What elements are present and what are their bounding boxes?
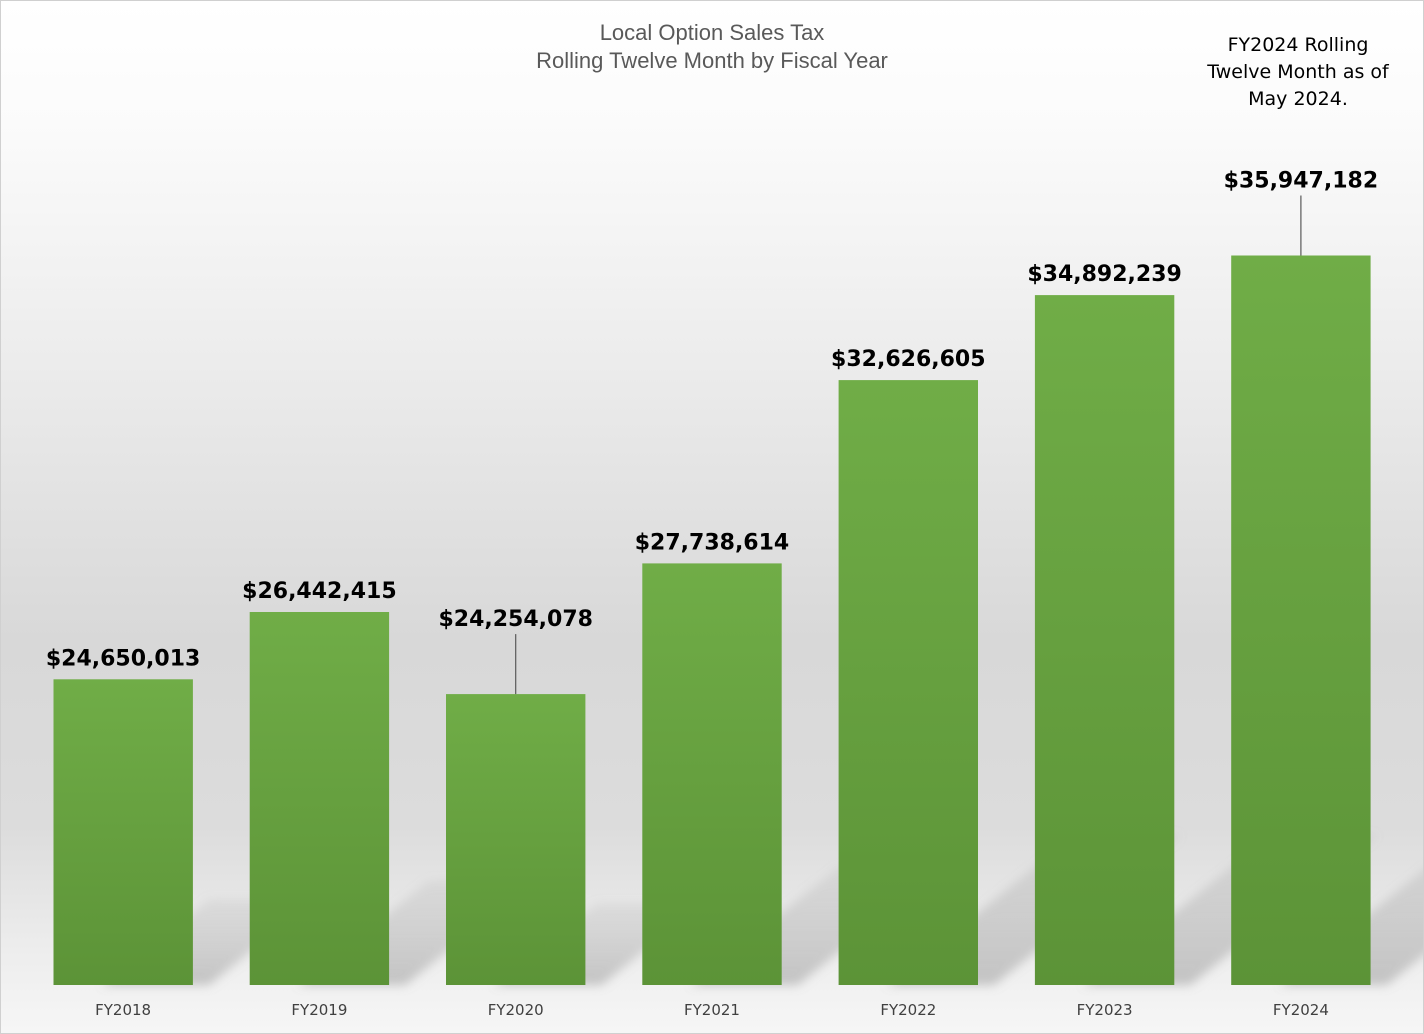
x-axis-ticks: FY2018 FY2019 FY2020 FY2021 FY2022 FY2023 FY20… <box>95 1001 1329 1019</box>
x-tick-fy2023: FY2023 <box>1077 1001 1133 1019</box>
x-tick-fy2022: FY2022 <box>880 1001 936 1019</box>
annotation-line-3: May 2024. <box>1248 88 1348 110</box>
x-tick-fy2021: FY2021 <box>684 1001 740 1019</box>
chart-title: Local Option Sales Tax <box>600 20 825 45</box>
leader-lines <box>515 195 1302 695</box>
data-label-fy2023: $34,892,239 <box>1027 262 1181 287</box>
bar-fy2018 <box>53 679 193 985</box>
x-tick-fy2024: FY2024 <box>1273 1001 1329 1019</box>
data-label-fy2021: $27,738,614 <box>635 530 789 555</box>
bar-fy2020 <box>446 694 586 985</box>
bar-fy2022 <box>838 380 978 986</box>
data-labels: $24,650,013 $26,442,415 $24,254,078 $27,738… <box>46 169 1378 672</box>
data-label-fy2022: $32,626,605 <box>831 347 985 372</box>
bar-fy2021 <box>642 563 782 985</box>
annotation-line-1: FY2024 Rolling <box>1228 34 1369 56</box>
x-tick-fy2020: FY2020 <box>488 1001 544 1019</box>
bar-fy2019 <box>249 612 390 985</box>
bar-fy2023 <box>1034 295 1175 986</box>
annotation-line-2: Twelve Month as of <box>1206 61 1390 83</box>
bar-fy2024 <box>1231 255 1371 985</box>
data-label-fy2020: $24,254,078 <box>438 607 592 632</box>
bars <box>53 255 1371 986</box>
data-label-fy2024: $35,947,182 <box>1224 169 1378 194</box>
data-label-fy2018: $24,650,013 <box>46 646 200 671</box>
x-tick-fy2019: FY2019 <box>291 1001 347 1019</box>
chart-subtitle: Rolling Twelve Month by Fiscal Year <box>536 48 888 73</box>
x-tick-fy2018: FY2018 <box>95 1001 151 1019</box>
data-label-fy2019: $26,442,415 <box>242 579 396 604</box>
